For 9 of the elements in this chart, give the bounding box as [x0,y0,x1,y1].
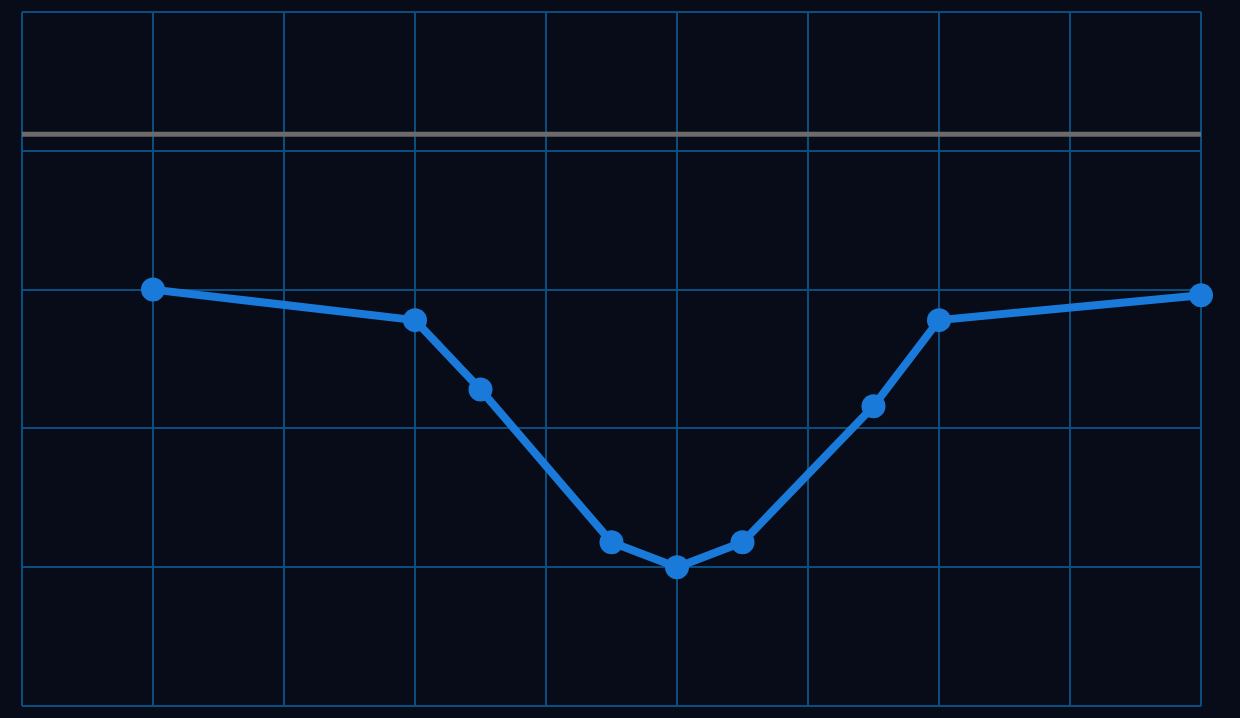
point [599,530,624,555]
point [730,530,755,555]
point [141,277,165,302]
point [665,555,689,580]
point [468,377,493,402]
point [927,308,951,333]
point [861,394,886,419]
point [1189,283,1213,308]
point [403,308,427,333]
